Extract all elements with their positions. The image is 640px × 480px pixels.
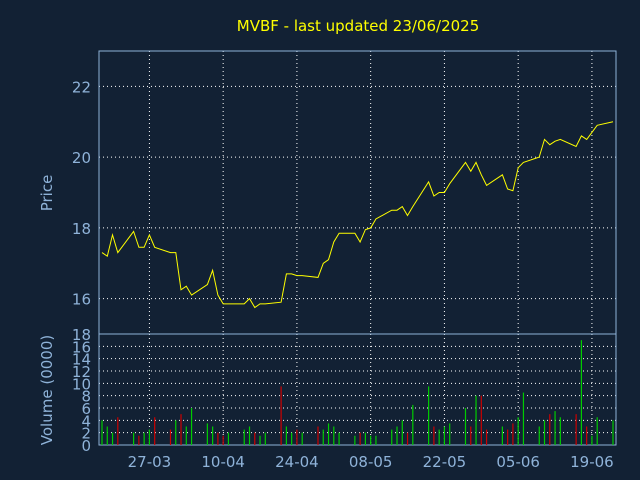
volume-tick-label: 2 (81, 425, 91, 443)
volume-tick-label: 0 (81, 437, 91, 455)
chart-title: MVBF - last updated 23/06/2025 (237, 17, 480, 35)
volume-tick-label: 8 (81, 388, 91, 406)
volume-tick-label: 16 (72, 338, 91, 356)
volume-tick-label: 4 (81, 412, 91, 430)
volume-tick-label: 12 (72, 363, 91, 381)
volume-tick-label: 14 (72, 351, 91, 369)
price-tick-label: 22 (72, 78, 91, 96)
price-grid (99, 51, 616, 334)
price-tick-label: 16 (72, 291, 91, 309)
volume-tick-label: 18 (72, 326, 91, 344)
volume-tick-label: 6 (81, 400, 91, 418)
price-panel: 16 18 20 22 Price (38, 50, 617, 335)
price-frame (98, 50, 617, 335)
price-tick-label: 18 (72, 220, 91, 238)
volume-grid (99, 333, 616, 446)
volume-axis-label: Volume (0000) (38, 335, 56, 445)
date-tick-label: 19-06 (570, 453, 614, 471)
date-tick-label: 08-05 (349, 453, 393, 471)
date-x-axis: 27-03 10-04 24-04 08-05 22-05 05-06 19-06 (128, 453, 614, 471)
date-tick-label: 27-03 (128, 453, 172, 471)
volume-frame (98, 333, 617, 446)
date-tick-label: 05-06 (496, 453, 540, 471)
price-y-axis: 16 18 20 22 (72, 78, 91, 308)
price-series-line (101, 121, 614, 309)
date-tick-label: 22-05 (423, 453, 467, 471)
price-tick-label: 20 (72, 149, 91, 167)
volume-tick-label: 10 (72, 375, 91, 393)
date-tick-label: 24-04 (275, 453, 319, 471)
price-axis-label: Price (38, 175, 56, 212)
volume-bars (101, 340, 614, 445)
date-tick-label: 10-04 (201, 453, 245, 471)
